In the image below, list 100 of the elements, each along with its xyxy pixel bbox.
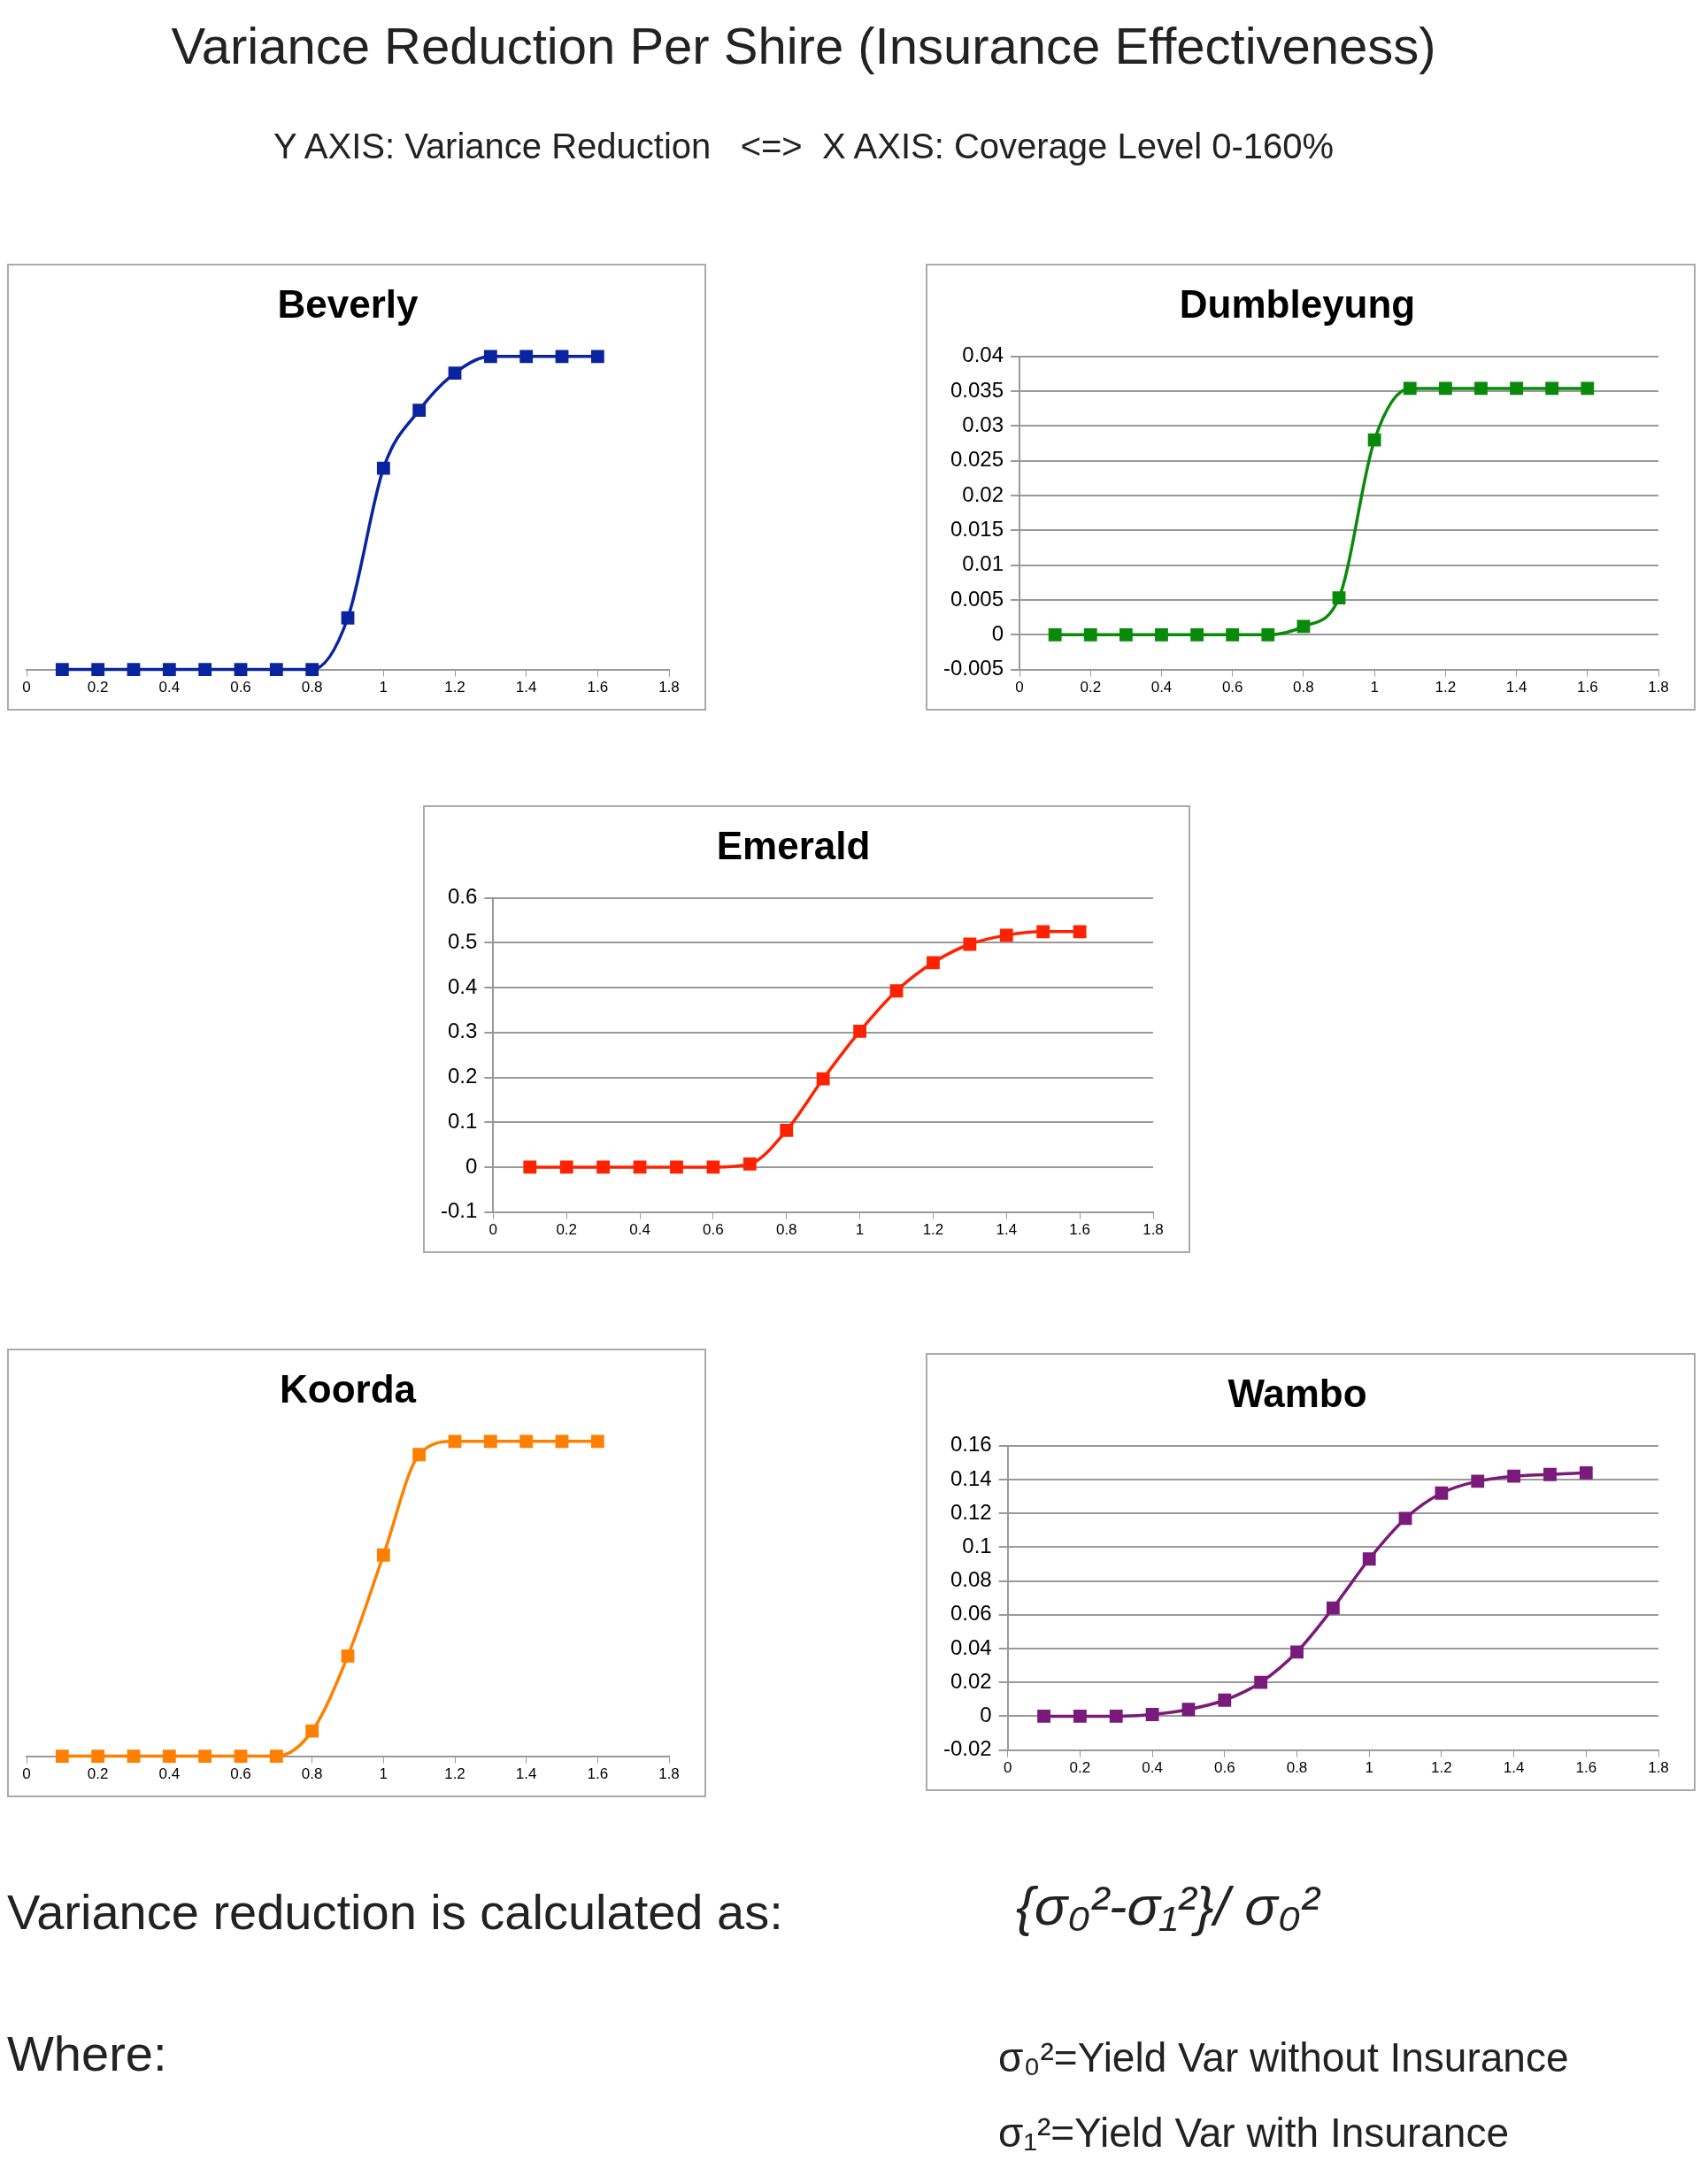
y-tick-label: 0.005 xyxy=(950,586,1004,611)
point xyxy=(1543,1467,1557,1481)
point xyxy=(198,1749,212,1764)
y-tick-label: 0.06 xyxy=(950,1601,992,1626)
point xyxy=(1398,1511,1412,1526)
point xyxy=(1474,381,1488,396)
y-tick-label: 0.2 xyxy=(447,1064,478,1088)
chart-title: Emerald xyxy=(716,823,871,867)
point xyxy=(670,1160,683,1174)
x-tick-label: 0 xyxy=(489,1221,498,1239)
y-tick-label: 0.1 xyxy=(962,1534,992,1558)
x-tick-label: 1.4 xyxy=(515,1765,537,1783)
point xyxy=(1579,1465,1593,1480)
y-tick-label: 0 xyxy=(980,1703,992,1727)
chart-title: Beverly xyxy=(277,281,419,326)
y-tick-label: -0.005 xyxy=(942,656,1004,680)
y-tick-label: 0.6 xyxy=(447,884,478,909)
point xyxy=(633,1160,647,1174)
x-tick-label: 1.6 xyxy=(1575,1759,1597,1777)
x-tick-label: 1.8 xyxy=(1143,1221,1164,1239)
point xyxy=(234,663,248,677)
x-tick-label: 0.6 xyxy=(230,1765,251,1783)
point xyxy=(1261,627,1275,642)
x-tick-label: 1.6 xyxy=(587,679,609,696)
x-tick-label: 0.6 xyxy=(230,679,251,696)
point xyxy=(448,366,462,380)
y-tick-label: 0.1 xyxy=(447,1108,478,1133)
point xyxy=(1119,627,1133,642)
y-tick-label: -0.1 xyxy=(441,1198,478,1223)
chart-title: Dumbleyung xyxy=(1179,281,1416,326)
x-tick-label: 0.2 xyxy=(1080,679,1102,696)
point xyxy=(341,1649,355,1663)
x-tick-label: 0.4 xyxy=(1150,679,1173,696)
x-tick-label: 1.2 xyxy=(444,1765,465,1783)
y-tick-label: 0.035 xyxy=(950,377,1004,402)
point xyxy=(555,1434,569,1449)
point xyxy=(742,1157,757,1171)
x-tick-label: 0.6 xyxy=(1213,1759,1235,1777)
y-tick-label: 0.16 xyxy=(950,1432,992,1457)
y-tick-label: 0 xyxy=(465,1153,478,1178)
text: Y AXIS: Variance Reduction <=> X AXIS: Coverage Level 0-160% xyxy=(272,127,1335,166)
chart-title: Koorda xyxy=(280,1366,417,1411)
point xyxy=(483,350,497,364)
text: Variance Reduction Per Shire (Insurance Effectiveness) xyxy=(170,16,1437,75)
x-tick-label: 1.4 xyxy=(515,679,537,696)
point xyxy=(1545,381,1559,396)
point xyxy=(91,663,105,677)
x-tick-label: 1 xyxy=(1370,679,1379,696)
text: Where: xyxy=(7,2025,167,2082)
y-tick-label: 0.02 xyxy=(950,1668,992,1693)
point xyxy=(91,1749,105,1764)
y-tick-label: 0.02 xyxy=(962,481,1004,506)
x-tick-label: 1.2 xyxy=(1435,679,1457,696)
y-tick-label: 0.04 xyxy=(950,1634,992,1659)
point xyxy=(1510,381,1523,396)
x-tick-label: 0 xyxy=(22,1765,31,1783)
point xyxy=(269,1749,283,1764)
point xyxy=(1155,627,1168,642)
x-tick-label: 0.2 xyxy=(87,1765,109,1783)
text: Variance reduction is calculated as: xyxy=(7,1883,783,1941)
point xyxy=(1254,1675,1268,1689)
x-tick-label: 1 xyxy=(1365,1759,1373,1777)
chart-title: Wambo xyxy=(1227,1371,1367,1415)
point xyxy=(55,1749,69,1764)
point xyxy=(234,1749,248,1764)
point xyxy=(1435,1486,1449,1500)
x-tick-label: 1.6 xyxy=(587,1765,609,1783)
point xyxy=(269,663,283,677)
point xyxy=(559,1160,573,1174)
point xyxy=(1332,591,1346,605)
text: σ₀²=Yield Var without Insurance xyxy=(998,2034,1569,2081)
point xyxy=(853,1024,867,1038)
point xyxy=(127,1749,141,1764)
point xyxy=(127,663,141,677)
y-tick-label: 0.03 xyxy=(962,412,1004,437)
x-tick-label: 1.4 xyxy=(1505,679,1527,696)
x-tick-label: 0.8 xyxy=(775,1221,797,1239)
point xyxy=(1471,1474,1485,1488)
x-tick-label: 0.4 xyxy=(158,679,181,696)
x-tick-label: 1.8 xyxy=(1648,1759,1669,1777)
x-tick-label: 1.8 xyxy=(658,1765,680,1783)
point xyxy=(1083,627,1097,642)
x-tick-label: 1.2 xyxy=(922,1221,944,1239)
text: σ₁²=Yield Var with Insurance xyxy=(998,2109,1509,2157)
x-tick-label: 0.8 xyxy=(1293,679,1314,696)
point xyxy=(1581,381,1595,396)
point xyxy=(1507,1469,1521,1483)
point xyxy=(305,1724,319,1738)
point xyxy=(162,1749,176,1764)
x-tick-label: 1.8 xyxy=(658,679,680,696)
point xyxy=(816,1072,830,1086)
y-tick-label: 0.01 xyxy=(962,551,1004,576)
x-tick-label: 1 xyxy=(855,1221,865,1239)
point xyxy=(1226,627,1240,642)
point xyxy=(1290,1645,1304,1659)
point xyxy=(519,350,534,364)
point xyxy=(1181,1703,1196,1717)
x-tick-label: 1.6 xyxy=(1576,679,1598,696)
point xyxy=(1190,627,1204,642)
point xyxy=(999,928,1013,942)
